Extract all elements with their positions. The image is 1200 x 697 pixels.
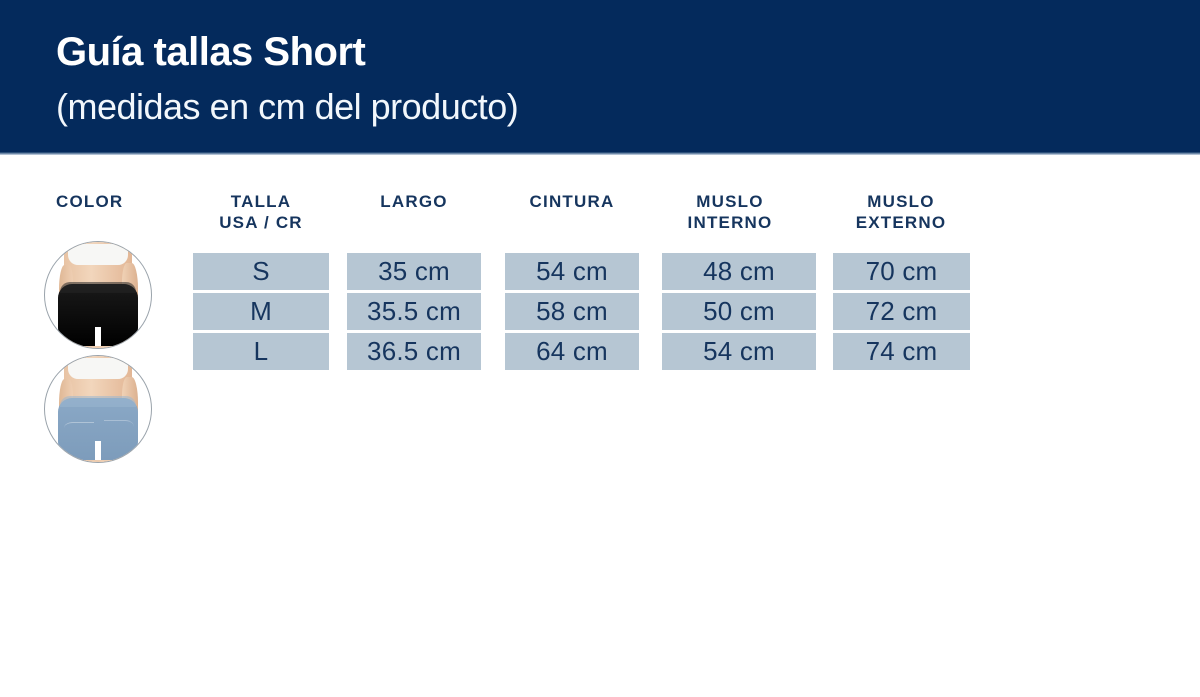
page-title: Guía tallas Short — [56, 30, 366, 74]
column-header-muslo-interno-line1: MUSLO — [696, 192, 764, 211]
column-header-muslo-interno: MUSLO INTERNO — [662, 191, 798, 233]
table-cell-cintura: 54 cm — [505, 253, 639, 290]
shorts-pocket-left — [64, 421, 94, 442]
column-header-cintura-line1: CINTURA — [529, 192, 615, 211]
table-cell-muslo-interno: 54 cm — [662, 333, 816, 370]
column-header-largo-line1: LARGO — [380, 192, 448, 211]
table-cell-largo: 35.5 cm — [347, 293, 481, 330]
table-cell-cintura: 58 cm — [505, 293, 639, 330]
column-header-muslo-interno-line2: INTERNO — [687, 213, 773, 232]
column-header-color: COLOR — [56, 191, 176, 212]
page-subtitle: (medidas en cm del producto) — [56, 86, 519, 127]
table-cell-cintura: 64 cm — [505, 333, 639, 370]
shorts-garment-black — [57, 284, 139, 347]
model-top — [68, 244, 128, 266]
product-photo-black — [45, 242, 151, 348]
table-cell-largo: 35 cm — [347, 253, 481, 290]
page-header-band: Guía tallas Short (medidas en cm del pro… — [0, 0, 1200, 155]
product-thumbnail-blue[interactable] — [44, 355, 152, 463]
table-cell-muslo-externo: 74 cm — [833, 333, 970, 370]
table-cell-talla: S — [193, 253, 329, 290]
table-cell-talla: L — [193, 333, 329, 370]
column-header-muslo-externo: MUSLO EXTERNO — [833, 191, 969, 233]
column-header-talla-line1: TALLA — [230, 192, 292, 211]
header-band-edge — [0, 152, 1200, 155]
table-cell-muslo-interno: 50 cm — [662, 293, 816, 330]
column-header-muslo-externo-line1: MUSLO — [867, 192, 935, 211]
shorts-waistband-black — [59, 282, 137, 293]
column-header-largo: LARGO — [347, 191, 481, 212]
column-header-cintura: CINTURA — [505, 191, 639, 212]
size-guide-table: COLOR TALLA USA / CR LARGO CINTURA MUSLO… — [0, 155, 1200, 697]
table-cell-muslo-externo: 70 cm — [833, 253, 970, 290]
product-thumbnail-black[interactable] — [44, 241, 152, 349]
table-cell-talla: M — [193, 293, 329, 330]
column-header-color-line1: COLOR — [56, 192, 124, 211]
column-header-muslo-externo-line2: EXTERNO — [855, 213, 947, 232]
column-header-talla: TALLA USA / CR — [193, 191, 329, 233]
table-cell-largo: 36.5 cm — [347, 333, 481, 370]
table-cell-muslo-externo: 72 cm — [833, 293, 970, 330]
shorts-waistband-blue — [59, 396, 137, 407]
product-photo-blue — [45, 356, 151, 462]
model-top — [68, 358, 128, 380]
shorts-pocket-right — [104, 419, 135, 442]
table-cell-muslo-interno: 48 cm — [662, 253, 816, 290]
column-header-talla-line2: USA / CR — [219, 213, 303, 232]
